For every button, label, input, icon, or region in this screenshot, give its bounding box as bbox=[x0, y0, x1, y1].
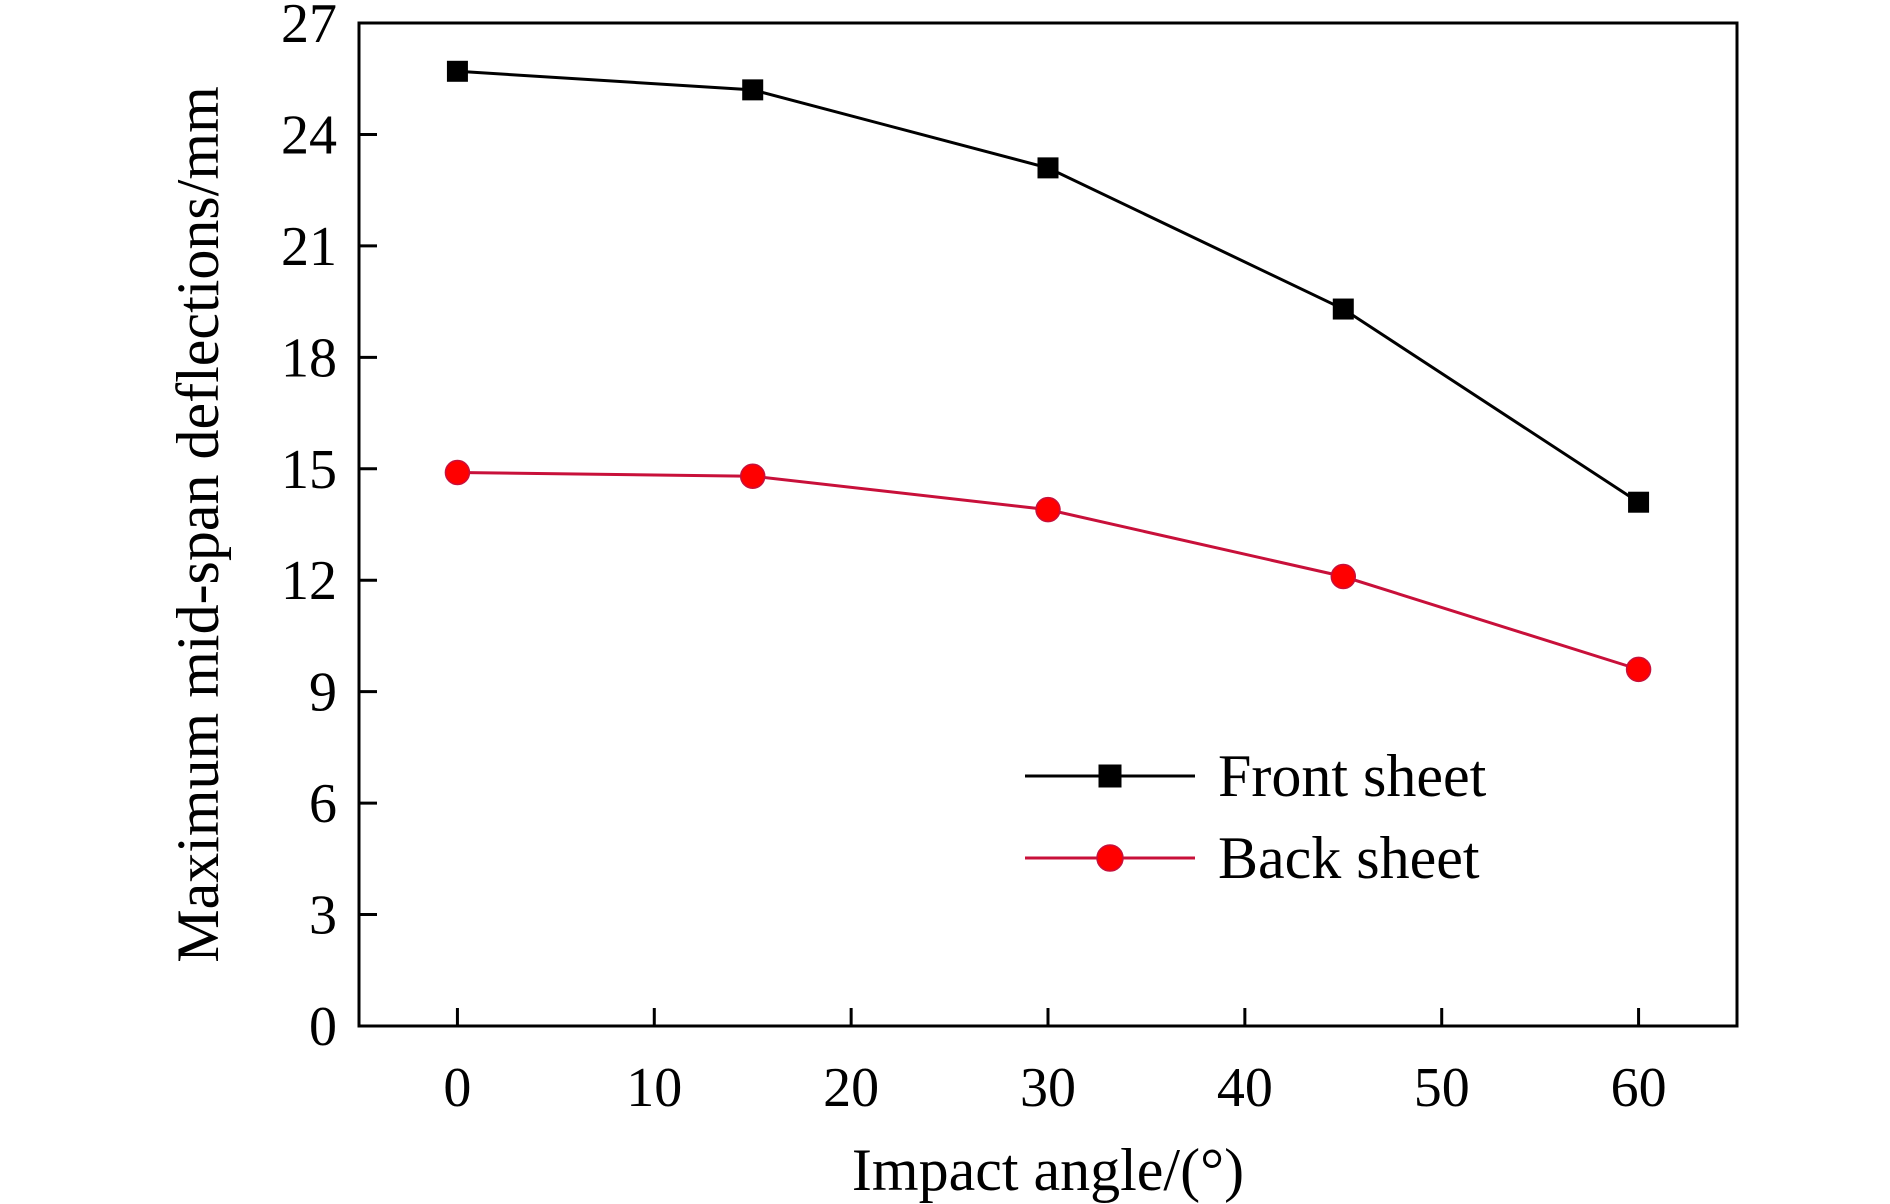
y-tick-label: 18 bbox=[281, 327, 337, 389]
y-tick-label: 24 bbox=[281, 104, 337, 166]
data-point bbox=[1330, 563, 1357, 590]
series-front-sheet bbox=[446, 60, 1650, 513]
data-point bbox=[742, 79, 764, 101]
y-axis: 0 3 6 9 12 15 18 21 24 27 bbox=[281, 0, 377, 1058]
data-point bbox=[1332, 298, 1354, 320]
legend-marker bbox=[1098, 764, 1122, 788]
legend: Front sheet Back sheet bbox=[1025, 743, 1487, 891]
legend-label: Front sheet bbox=[1218, 743, 1487, 809]
x-tick-label: 60 bbox=[1611, 1057, 1667, 1119]
data-point bbox=[1628, 491, 1650, 513]
data-point bbox=[1625, 656, 1652, 683]
y-tick-label: 9 bbox=[309, 662, 337, 724]
data-point bbox=[739, 463, 766, 489]
x-tick-label: 0 bbox=[443, 1057, 471, 1119]
data-point bbox=[446, 60, 468, 82]
x-tick-label: 10 bbox=[626, 1057, 682, 1119]
data-point bbox=[1037, 157, 1059, 179]
y-tick-label: 12 bbox=[281, 550, 337, 612]
y-tick-label: 15 bbox=[281, 439, 337, 501]
legend-item: Back sheet bbox=[1025, 825, 1480, 891]
x-axis: 0 10 20 30 40 50 60 bbox=[443, 1008, 1667, 1119]
series-layer bbox=[444, 60, 1652, 683]
y-tick-label: 6 bbox=[309, 773, 337, 835]
legend-item: Front sheet bbox=[1025, 743, 1487, 809]
y-axis-title: Maximum mid-span deflections/mm bbox=[165, 86, 231, 963]
series-line bbox=[457, 69, 1640, 504]
legend-marker bbox=[1096, 844, 1124, 872]
legend-label: Back sheet bbox=[1218, 825, 1480, 891]
data-point bbox=[1035, 496, 1061, 523]
data-point bbox=[444, 459, 471, 486]
y-tick-label: 21 bbox=[281, 216, 337, 278]
y-tick-label: 0 bbox=[309, 996, 337, 1058]
x-tick-label: 20 bbox=[823, 1057, 879, 1119]
y-tick-label: 3 bbox=[309, 885, 337, 947]
x-tick-label: 40 bbox=[1217, 1057, 1273, 1119]
y-tick-label: 27 bbox=[281, 0, 337, 55]
x-axis-title: Impact angle/(°) bbox=[852, 1137, 1244, 1203]
x-tick-label: 50 bbox=[1414, 1057, 1470, 1119]
series-back-sheet bbox=[444, 459, 1652, 683]
x-tick-label: 30 bbox=[1020, 1057, 1076, 1119]
